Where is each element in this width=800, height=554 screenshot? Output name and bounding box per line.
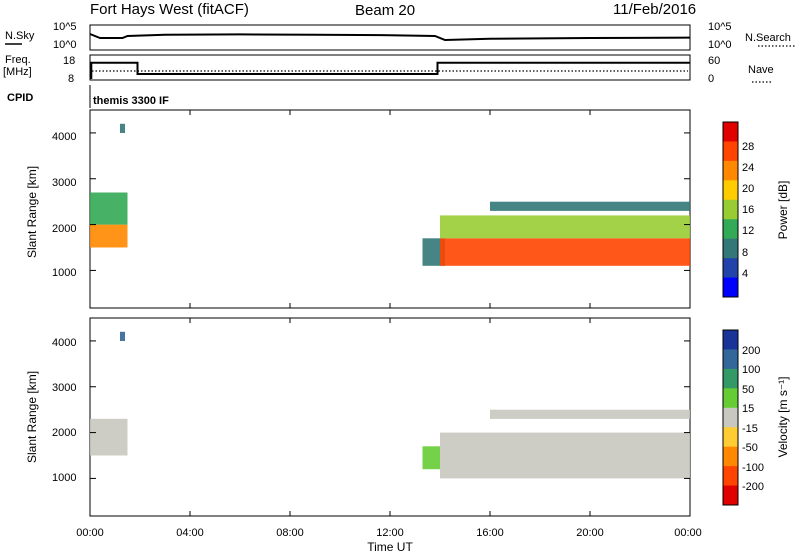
velocity-heatmap	[90, 331, 690, 479]
time-tick-0800: 08:00	[276, 527, 304, 539]
velocity-ytick-2000: 2000	[52, 427, 76, 439]
vel-cbar-tick-m50: -50	[742, 442, 758, 454]
colorbar-swatch	[723, 141, 738, 162]
scatter-region-0	[90, 418, 128, 456]
freq-panel-frame	[89, 54, 691, 81]
nsky-left-tick-top: 10^5	[53, 21, 77, 33]
time-tick-1200: 12:00	[376, 527, 404, 539]
nsky-right-tick-bottom: 10^0	[708, 39, 732, 51]
colorbar-swatch	[723, 485, 738, 506]
velocity-ytick-1000: 1000	[52, 472, 76, 484]
nsky-label: N.Sky	[5, 30, 35, 42]
power-cbar-tick-20: 20	[742, 183, 754, 195]
colorbar-swatch	[723, 238, 738, 259]
time-tick-1600: 16:00	[476, 527, 504, 539]
vel-cbar-tick-15: 15	[742, 403, 754, 415]
nsky-right-tick-top: 10^5	[708, 21, 732, 33]
time-tick-0400: 04:00	[176, 527, 204, 539]
scatter-region-2	[422, 446, 440, 470]
power-tick-marks	[89, 110, 691, 308]
power-colorbar-label: Power [dB]	[776, 181, 790, 240]
freq-tick-bottom: 8	[68, 73, 74, 85]
colorbar-swatch	[723, 219, 738, 240]
power-ytick-3000: 3000	[52, 177, 76, 189]
freq-label: Freq.	[5, 54, 31, 66]
scatter-region-3	[422, 238, 445, 266]
power-cbar-tick-8: 8	[742, 247, 748, 259]
vel-cbar-tick-50: 50	[742, 384, 754, 396]
date-label: 11/Feb/2016	[613, 1, 696, 18]
colorbar-swatch	[723, 466, 738, 487]
nsky-left-tick-bottom: 10^0	[53, 39, 77, 51]
colorbar-swatch	[723, 330, 738, 350]
beam-label: Beam 20	[355, 2, 415, 19]
colorbar-swatch	[723, 160, 738, 181]
time-tick-2400: 00:00	[674, 527, 702, 539]
nave-label: Nave	[748, 64, 774, 76]
nave-tick-top: 60	[708, 55, 720, 67]
vel-cbar-tick-200: 200	[742, 345, 760, 357]
scatter-region-1	[120, 331, 125, 341]
power-cbar-tick-24: 24	[742, 162, 754, 174]
power-heatmap	[90, 123, 690, 266]
colorbar-swatch	[723, 277, 738, 298]
velocity-tick-marks	[89, 318, 691, 516]
cpid-label: CPID	[7, 92, 33, 104]
vel-cbar-tick-100: 100	[742, 364, 760, 376]
velocity-colorbar-frame	[722, 329, 739, 506]
nsearch-label: N.Search	[745, 32, 791, 44]
time-tick-2000: 20:00	[576, 527, 604, 539]
velocity-ytick-4000: 4000	[52, 337, 76, 349]
vel-cbar-tick-m15: -15	[742, 423, 758, 435]
velocity-ytick-3000: 3000	[52, 382, 76, 394]
power-colorbar-frame	[722, 121, 739, 298]
scatter-region-4	[490, 409, 690, 419]
power-ytick-2000: 2000	[52, 223, 76, 235]
freq-series-line	[90, 61, 690, 79]
cpid-value: themis 3300 IF	[93, 95, 169, 107]
scatter-region-1	[90, 192, 128, 225]
power-cbar-tick-16: 16	[742, 204, 754, 216]
vel-cbar-tick-m100: -100	[742, 462, 764, 474]
colorbar-swatch	[723, 407, 738, 428]
nsky-series-line	[89, 33, 691, 42]
time-tick-0000: 00:00	[76, 527, 104, 539]
colorbar-swatch	[723, 388, 738, 409]
colorbar-swatch	[723, 199, 738, 220]
velocity-ylabel: Slant Range [km]	[25, 371, 39, 463]
velocity-colorbar	[723, 330, 738, 506]
vel-cbar-tick-m200: -200	[742, 481, 764, 493]
scatter-region-3	[440, 432, 690, 479]
time-axis-label: Time UT	[367, 540, 413, 554]
colorbar-swatch	[723, 258, 738, 279]
power-cbar-tick-4: 4	[742, 268, 748, 280]
scatter-region-0	[90, 224, 128, 248]
scatter-region-6	[490, 201, 690, 211]
scatter-region-5	[440, 215, 690, 239]
power-cbar-tick-12: 12	[742, 225, 754, 237]
colorbar-swatch	[723, 427, 738, 448]
colorbar-swatch	[723, 122, 738, 142]
colorbar-swatch	[723, 446, 738, 467]
scatter-region-4	[440, 238, 690, 266]
power-ytick-1000: 1000	[52, 267, 76, 279]
scatter-region-2	[120, 123, 125, 133]
colorbar-swatch	[723, 180, 738, 201]
power-cbar-tick-28: 28	[742, 141, 754, 153]
freq-tick-top: 18	[63, 55, 75, 67]
colorbar-swatch	[723, 368, 738, 389]
power-colorbar	[723, 122, 738, 298]
nave-tick-bottom: 0	[708, 73, 714, 85]
nsky-panel-frame	[89, 24, 691, 51]
radar-title: Fort Hays West (fitACF)	[90, 1, 249, 18]
power-ytick-4000: 4000	[52, 131, 76, 143]
colorbar-swatch	[723, 349, 738, 370]
freq-unit-label: [MHz]	[3, 66, 32, 78]
velocity-colorbar-label: Velocity [m s⁻¹]	[776, 376, 790, 457]
power-ylabel: Slant Range [km]	[25, 166, 39, 258]
